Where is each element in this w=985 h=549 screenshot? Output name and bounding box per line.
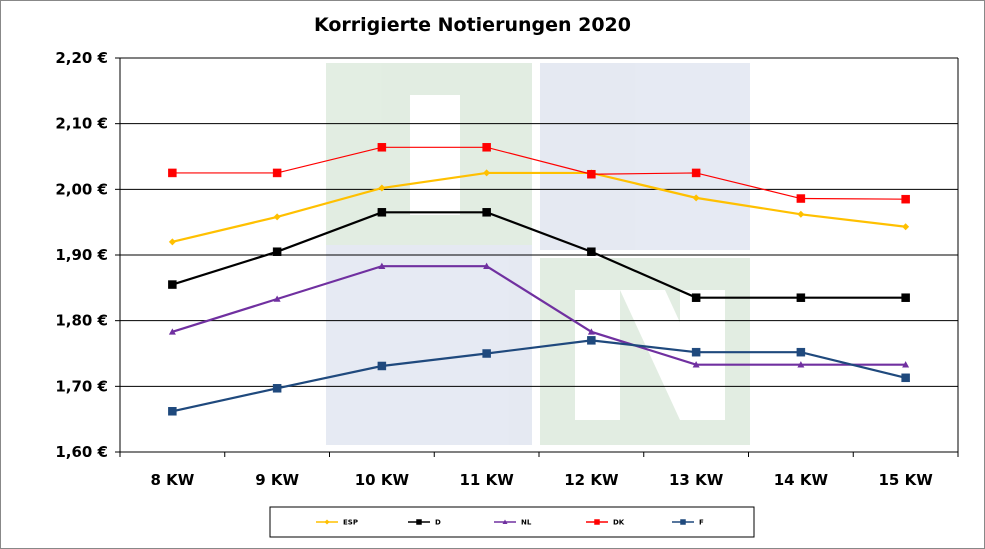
data-point-dk <box>587 169 596 179</box>
data-point-dk <box>796 194 806 203</box>
chart-title: Korrigierte Notierungen 2020 <box>313 14 632 36</box>
legend-label: DK <box>613 519 625 527</box>
data-point-nl <box>692 361 700 368</box>
data-point-nl <box>587 328 595 335</box>
watermark-logo <box>326 63 750 445</box>
data-point-f <box>901 373 910 383</box>
data-point-dk <box>168 168 177 178</box>
data-point-d <box>272 247 282 256</box>
legend-marker <box>416 519 422 525</box>
x-tick-label: 13 KW <box>669 471 724 489</box>
data-point-dk <box>691 168 701 178</box>
data-point-d <box>796 293 806 302</box>
data-point-dk <box>377 143 387 152</box>
series-f <box>168 336 910 416</box>
x-axis: 8 KW 9 KW 10 KW 11 KW 12 KW 13 KW 14 KW 15 KW <box>119 451 959 489</box>
y-tick-label: 1,80 € <box>55 312 108 330</box>
x-tick-label: 11 KW <box>459 471 514 489</box>
x-tick-label: 15 KW <box>878 471 933 489</box>
gridlines <box>120 57 958 453</box>
data-point-esp <box>273 213 281 221</box>
legend-label: D <box>435 519 441 527</box>
series-nl <box>168 262 910 368</box>
series-dk <box>168 143 910 204</box>
y-tick-label: 1,60 € <box>55 443 108 461</box>
data-point-f <box>796 347 806 357</box>
x-tick-label: 9 KW <box>255 471 299 489</box>
data-point-f <box>691 347 701 357</box>
legend-item-esp: ESP <box>316 519 358 527</box>
x-tick-label: 12 KW <box>564 471 619 489</box>
series-line-dk <box>172 146 906 200</box>
data-point-d <box>377 208 387 217</box>
series-esp <box>168 169 910 246</box>
legend-marker <box>502 519 508 524</box>
legend-item-f: F <box>672 519 704 527</box>
data-point-f <box>272 384 282 393</box>
series-line-d <box>172 211 906 299</box>
data-point-f <box>377 361 387 371</box>
series-group <box>168 143 910 416</box>
series-line-nl <box>172 265 906 366</box>
series-d <box>168 208 910 302</box>
data-point-esp <box>483 169 491 177</box>
data-point-nl <box>378 262 386 269</box>
legend-label: ESP <box>343 519 358 527</box>
y-axis: 1,60 € 1,70 € 1,80 € 1,90 € 2,00 € 2,10 € 2,20… <box>55 49 959 461</box>
legend-marker <box>680 519 686 525</box>
data-point-nl <box>797 361 805 368</box>
data-point-esp <box>692 194 700 202</box>
data-point-dk <box>272 168 282 178</box>
legend-label: NL <box>521 519 532 527</box>
y-tick-label: 1,70 € <box>55 377 108 395</box>
data-point-f <box>168 407 177 416</box>
legend-label: F <box>699 519 704 527</box>
data-point-esp <box>902 223 910 231</box>
data-point-esp <box>168 238 176 246</box>
x-tick-label: 8 KW <box>150 471 194 489</box>
data-point-d <box>901 293 910 302</box>
legend-marker <box>594 519 600 525</box>
data-point-nl <box>902 361 910 368</box>
y-tick-label: 2,10 € <box>55 115 108 133</box>
y-tick-label: 1,90 € <box>55 246 108 264</box>
data-point-d <box>168 280 177 289</box>
data-point-dk <box>482 143 491 152</box>
legend: ESP D NL DK F <box>269 506 755 538</box>
data-point-f <box>482 349 491 358</box>
legend-item-nl: NL <box>494 519 532 527</box>
y-tick-label: 2,20 € <box>55 49 108 67</box>
legend-marker <box>324 519 330 525</box>
series-line-esp <box>172 171 906 243</box>
data-point-f <box>587 336 596 345</box>
data-point-d <box>587 247 596 256</box>
legend-item-d: D <box>408 519 441 527</box>
data-point-nl <box>483 262 491 269</box>
data-point-esp <box>378 184 386 192</box>
data-point-nl <box>273 295 281 302</box>
data-point-dk <box>901 194 910 204</box>
x-tick-label: 14 KW <box>774 471 829 489</box>
data-point-d <box>691 293 701 302</box>
series-line-f <box>172 339 906 413</box>
x-tick-label: 10 KW <box>355 471 410 489</box>
data-point-esp <box>797 210 805 218</box>
data-point-nl <box>168 328 176 335</box>
data-point-d <box>482 208 491 217</box>
y-tick-label: 2,00 € <box>55 180 108 198</box>
legend-item-dk: DK <box>586 519 625 527</box>
